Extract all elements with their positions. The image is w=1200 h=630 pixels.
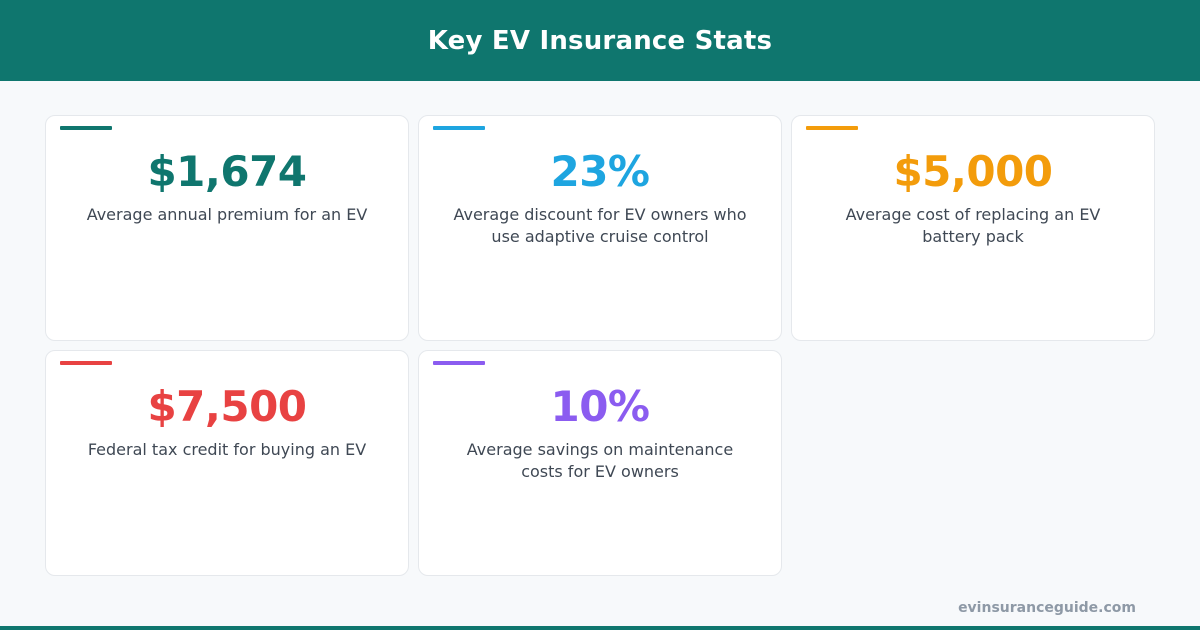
stat-value: 10% xyxy=(550,382,650,431)
accent-bar xyxy=(433,126,485,130)
page-title: Key EV Insurance Stats xyxy=(427,25,773,56)
stat-description: Average discount for EV owners who use a… xyxy=(453,205,747,246)
stat-value: 23% xyxy=(550,147,650,196)
stat-card-cruise-discount: 23% Average discount for EV owners who u… xyxy=(418,115,782,341)
stat-card-tax-credit: $7,500 Federal tax credit for buying an … xyxy=(45,350,409,576)
stat-value: $1,674 xyxy=(147,147,307,196)
stat-description: Average cost of replacing an EV battery … xyxy=(845,205,1101,246)
stat-value: $5,000 xyxy=(893,147,1053,196)
accent-bar xyxy=(433,361,485,365)
accent-bar xyxy=(60,361,112,365)
stat-value: $7,500 xyxy=(147,382,307,431)
stat-description: Average annual premium for an EV xyxy=(86,205,368,224)
page-header: Key EV Insurance Stats xyxy=(0,0,1200,81)
stat-card-maintenance-savings: 10% Average savings on maintenance costs… xyxy=(418,350,782,576)
stat-card-battery-cost: $5,000 Average cost of replacing an EV b… xyxy=(791,115,1155,341)
stats-grid: $1,674 Average annual premium for an EV … xyxy=(45,115,1155,576)
stat-description: Average savings on maintenance costs for… xyxy=(466,440,734,481)
stat-description: Federal tax credit for buying an EV xyxy=(87,440,367,459)
accent-bar xyxy=(806,126,858,130)
accent-bar xyxy=(60,126,112,130)
bottom-bar xyxy=(0,626,1200,630)
footer-site-url: evinsuranceguide.com xyxy=(958,600,1136,616)
stat-card-annual-premium: $1,674 Average annual premium for an EV xyxy=(45,115,409,341)
